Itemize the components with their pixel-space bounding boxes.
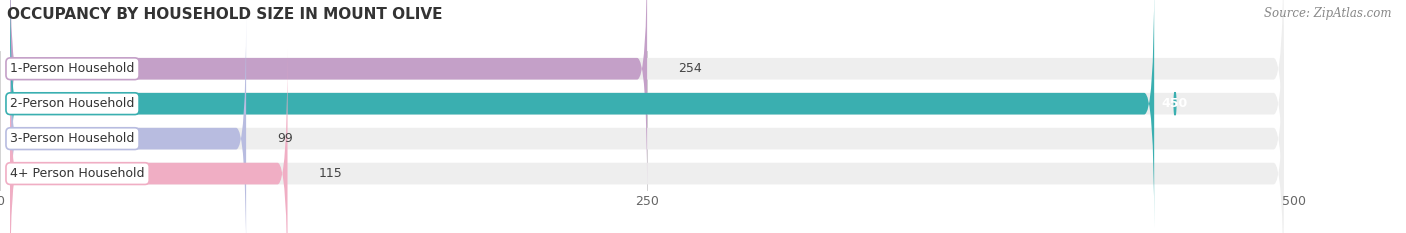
- Text: 115: 115: [318, 167, 342, 180]
- Circle shape: [1174, 92, 1175, 115]
- Text: Source: ZipAtlas.com: Source: ZipAtlas.com: [1264, 7, 1392, 20]
- FancyBboxPatch shape: [10, 14, 246, 233]
- FancyBboxPatch shape: [10, 14, 1284, 233]
- FancyBboxPatch shape: [10, 0, 1154, 228]
- FancyBboxPatch shape: [10, 0, 647, 193]
- Text: 1-Person Household: 1-Person Household: [10, 62, 135, 75]
- FancyBboxPatch shape: [10, 49, 287, 233]
- Text: 2-Person Household: 2-Person Household: [10, 97, 135, 110]
- Text: 99: 99: [277, 132, 292, 145]
- Text: 3-Person Household: 3-Person Household: [10, 132, 135, 145]
- FancyBboxPatch shape: [10, 49, 1284, 233]
- Text: OCCUPANCY BY HOUSEHOLD SIZE IN MOUNT OLIVE: OCCUPANCY BY HOUSEHOLD SIZE IN MOUNT OLI…: [7, 7, 443, 22]
- Text: 4+ Person Household: 4+ Person Household: [10, 167, 145, 180]
- Text: 254: 254: [678, 62, 702, 75]
- Text: 450: 450: [1161, 97, 1188, 110]
- FancyBboxPatch shape: [10, 0, 1284, 228]
- FancyBboxPatch shape: [10, 0, 1284, 193]
